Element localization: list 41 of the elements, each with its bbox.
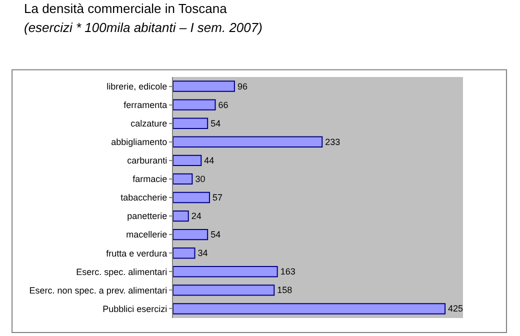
y-tick-label: librerie, edicole xyxy=(106,81,168,92)
chart-subtitle: (esercizi * 100mila abitanti – I sem. 2007) xyxy=(24,20,262,35)
bar xyxy=(173,80,235,92)
bar xyxy=(173,303,446,314)
y-tick-label: frutta e verdura xyxy=(106,248,168,258)
y-tick-label: carburanti xyxy=(127,156,168,166)
y-tick-label: panetterie xyxy=(127,211,168,222)
y-tick-label: calzature xyxy=(130,118,168,128)
bar xyxy=(173,192,210,204)
data-label: 34 xyxy=(198,248,208,258)
data-label: 24 xyxy=(191,211,202,222)
data-label: 57 xyxy=(212,192,223,202)
y-tick-label: ferramenta xyxy=(124,100,168,110)
y-tick-label: farmacie xyxy=(132,174,168,184)
bar xyxy=(173,210,189,222)
data-label: 54 xyxy=(210,118,221,128)
y-tick-label: Eserc. spec. alimentari xyxy=(76,266,168,277)
data-label: 96 xyxy=(237,81,248,92)
data-label: 425 xyxy=(448,304,464,314)
bar xyxy=(173,173,193,185)
bar xyxy=(173,99,216,110)
data-label: 54 xyxy=(210,230,221,240)
y-tick-label: Eserc. non spec. a prev. alimentari xyxy=(29,285,168,296)
bar xyxy=(173,136,323,148)
bar xyxy=(173,228,208,240)
bar xyxy=(173,154,202,166)
bar xyxy=(173,118,208,129)
data-label: 163 xyxy=(280,266,296,277)
chart-title: La densità commerciale in Toscana xyxy=(24,1,228,16)
data-label: 44 xyxy=(204,155,214,166)
y-tick-label: tabaccherie xyxy=(120,192,168,203)
y-tick-label: macellerie xyxy=(126,230,168,240)
data-label: 66 xyxy=(218,100,228,110)
bar xyxy=(173,248,196,259)
bar xyxy=(173,284,275,296)
data-label: 158 xyxy=(277,285,292,296)
data-label: 30 xyxy=(195,174,206,184)
y-tick-label: abbigliamento xyxy=(111,137,168,148)
bar xyxy=(173,266,278,278)
y-tick-label: Pubblici esercizi xyxy=(102,304,168,314)
data-label: 233 xyxy=(325,136,340,147)
